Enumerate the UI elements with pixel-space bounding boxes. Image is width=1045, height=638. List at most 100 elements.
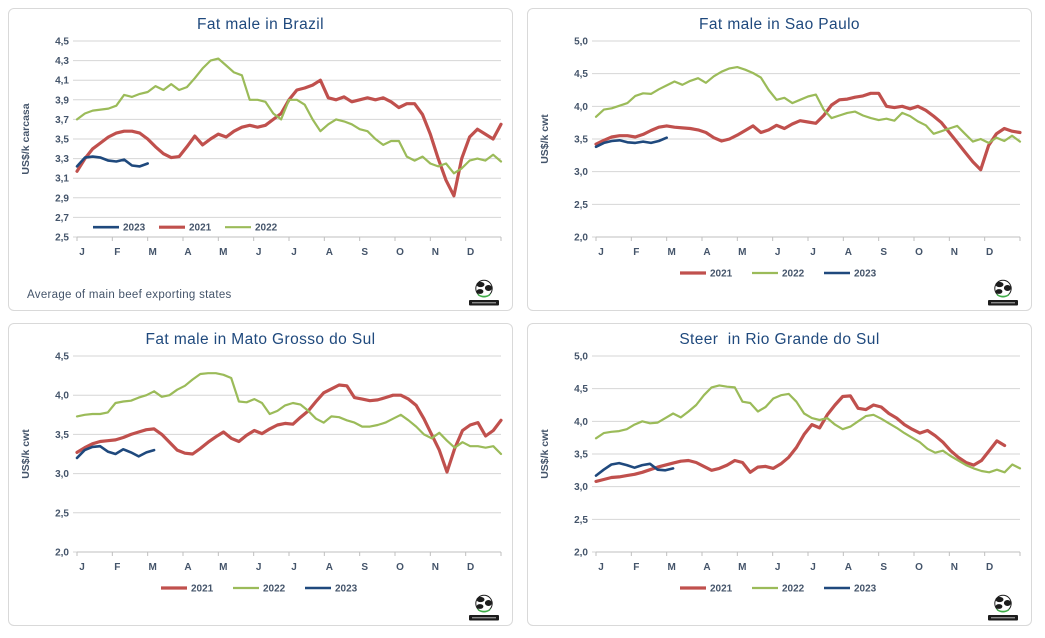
svg-text:M: M [738, 562, 746, 573]
chart-title-mato-grosso: Fat male in Mato Grosso do Sul [145, 331, 376, 348]
chart-panel-rio-grande: Steer in Rio Grande do Sul 2,0 2,5 3,0 3,5 4… [527, 323, 1032, 626]
svg-text:US$/k cwt: US$/k cwt [20, 429, 32, 479]
svg-text:2023: 2023 [854, 269, 877, 280]
svg-text:3,0: 3,0 [574, 167, 588, 178]
svg-text:5,0: 5,0 [574, 352, 588, 363]
line-chart-brazil: 2,5 2,7 2,9 3,1 3,3 3,5 3,7 3,9 4,1 4,3 4,5 J F M A M J J… [20, 37, 503, 258]
svg-text:N: N [951, 562, 958, 573]
svg-text:S: S [880, 247, 887, 258]
svg-text:2,5: 2,5 [574, 200, 588, 211]
svg-text:2022: 2022 [255, 223, 278, 234]
svg-text:3,1: 3,1 [55, 174, 69, 185]
svg-text:J: J [256, 562, 262, 573]
svg-text:3,3: 3,3 [55, 154, 69, 165]
svg-text:2,0: 2,0 [55, 548, 69, 559]
svg-text:A: A [845, 247, 852, 258]
line-chart-mato-grosso: 2,0 2,5 3,0 3,5 4,0 4,5 J F M A M J J A S O N D US$/k cwt 2… [20, 352, 503, 595]
svg-text:F: F [633, 247, 639, 258]
svg-text:N: N [951, 247, 958, 258]
svg-text:S: S [880, 562, 887, 573]
footnote: Average of main beef exporting states [27, 289, 232, 301]
line-chart-sao-paulo: 2,0 2,5 3,0 3,5 4,0 4,5 5,0 J F M A M J J A S O N D US$/k c… [539, 37, 1022, 280]
svg-text:O: O [915, 562, 923, 573]
svg-text:4,0: 4,0 [574, 417, 588, 428]
svg-text:A: A [326, 562, 333, 573]
svg-text:J: J [79, 562, 85, 573]
svg-text:A: A [184, 247, 191, 258]
svg-text:2,9: 2,9 [55, 193, 69, 204]
svg-text:4,5: 4,5 [55, 352, 69, 363]
svg-text:M: M [219, 562, 227, 573]
svg-text:O: O [915, 247, 923, 258]
svg-text:J: J [79, 247, 85, 258]
svg-text:2,7: 2,7 [55, 213, 69, 224]
svg-text:3,5: 3,5 [55, 430, 69, 441]
svg-text:4,5: 4,5 [574, 384, 588, 395]
svg-text:A: A [703, 562, 710, 573]
chart-title-sao-paulo: Fat male in Sao Paulo [699, 16, 860, 33]
svg-text:2022: 2022 [782, 269, 805, 280]
svg-text:2021: 2021 [189, 223, 212, 234]
svg-text:3,0: 3,0 [55, 469, 69, 480]
svg-text:US$/k cwt: US$/k cwt [539, 429, 551, 479]
svg-text:3,5: 3,5 [574, 135, 588, 146]
svg-text:M: M [667, 562, 675, 573]
svg-text:US$/k carcasa: US$/k carcasa [20, 103, 32, 174]
svg-text:2023: 2023 [854, 584, 877, 595]
svg-text:2,5: 2,5 [574, 515, 588, 526]
svg-text:3,5: 3,5 [55, 135, 69, 146]
svg-text:2022: 2022 [782, 584, 805, 595]
svg-text:J: J [775, 562, 781, 573]
chart-title-rio-grande: Steer in Rio Grande do Sul [679, 331, 880, 348]
svg-text:D: D [467, 247, 474, 258]
svg-text:4,5: 4,5 [55, 37, 69, 48]
svg-text:J: J [598, 562, 604, 573]
chart-panel-sao-paulo: Fat male in Sao Paulo 2,0 2,5 3,0 3,5 4,0 4,5… [527, 8, 1032, 311]
svg-text:4,3: 4,3 [55, 56, 69, 67]
svg-text:4,0: 4,0 [574, 102, 588, 113]
svg-text:A: A [845, 562, 852, 573]
svg-text:3,0: 3,0 [574, 482, 588, 493]
svg-text:J: J [775, 247, 781, 258]
svg-text:J: J [291, 562, 297, 573]
svg-text:2021: 2021 [710, 269, 733, 280]
svg-text:2,5: 2,5 [55, 508, 69, 519]
svg-text:J: J [810, 247, 816, 258]
chart-panel-brazil: Fat male in Brazil 2,5 2,7 2,9 3,1 3,3 3,5 3,7… [8, 8, 513, 311]
svg-text:S: S [361, 247, 368, 258]
svg-text:M: M [738, 247, 746, 258]
svg-text:J: J [598, 247, 604, 258]
svg-text:D: D [986, 562, 993, 573]
svg-text:M: M [667, 247, 675, 258]
svg-text:2021: 2021 [710, 584, 733, 595]
svg-text:2,0: 2,0 [574, 233, 588, 244]
svg-text:J: J [291, 247, 297, 258]
svg-text:4,1: 4,1 [55, 76, 69, 87]
svg-text:J: J [256, 247, 262, 258]
globe-logo-icon [988, 594, 1018, 621]
svg-text:S: S [361, 562, 368, 573]
svg-text:M: M [148, 247, 156, 258]
svg-text:O: O [396, 562, 404, 573]
svg-text:2023: 2023 [335, 584, 358, 595]
globe-logo-icon [469, 594, 499, 621]
svg-text:M: M [219, 247, 227, 258]
svg-text:N: N [432, 247, 439, 258]
svg-text:D: D [467, 562, 474, 573]
svg-text:N: N [432, 562, 439, 573]
globe-logo-icon [469, 279, 499, 306]
svg-text:J: J [810, 562, 816, 573]
svg-text:2022: 2022 [263, 584, 286, 595]
svg-text:2,5: 2,5 [55, 233, 69, 244]
chart-title-brazil: Fat male in Brazil [197, 16, 324, 33]
svg-text:A: A [184, 562, 191, 573]
svg-text:2,0: 2,0 [574, 548, 588, 559]
svg-text:3,9: 3,9 [55, 95, 69, 106]
svg-text:US$/k cwt: US$/k cwt [539, 114, 551, 164]
svg-text:F: F [114, 562, 120, 573]
svg-text:3,5: 3,5 [574, 450, 588, 461]
svg-text:4,5: 4,5 [574, 69, 588, 80]
svg-text:4,0: 4,0 [55, 391, 69, 402]
svg-text:O: O [396, 247, 404, 258]
